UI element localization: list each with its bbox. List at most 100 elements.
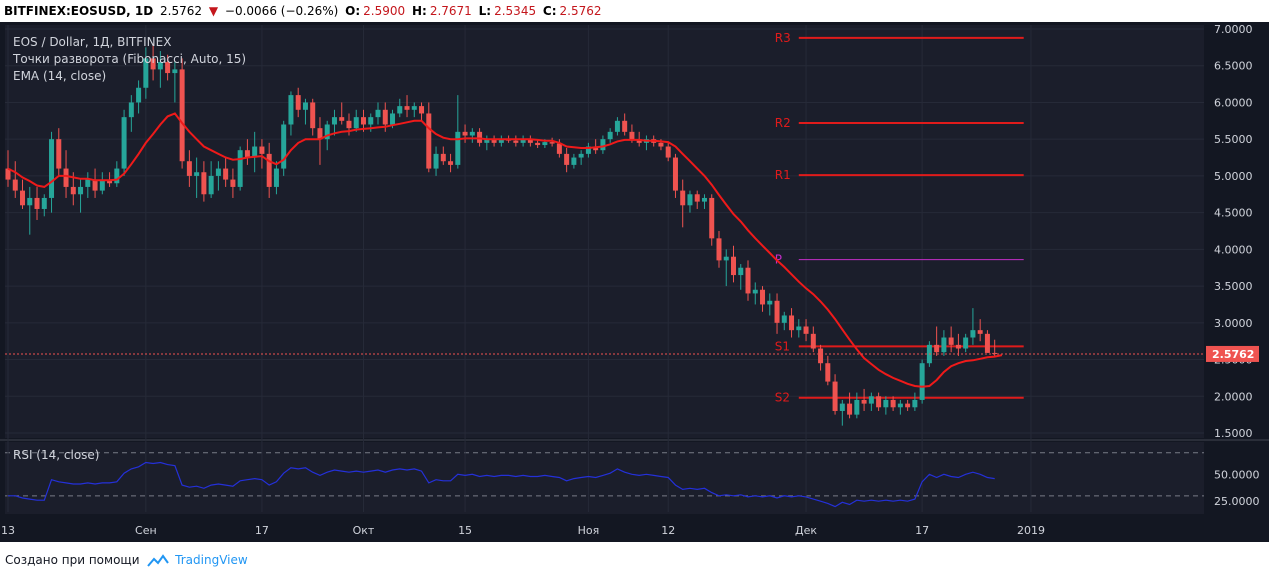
price-tick-label: 6.0000 <box>1214 96 1253 109</box>
candle-body <box>252 146 258 158</box>
candle-body <box>157 62 163 70</box>
candle-body <box>208 175 214 195</box>
candle-body <box>477 131 483 143</box>
candle-body <box>5 168 11 180</box>
footer: Создано при помощи TradingView <box>0 548 248 572</box>
candle-body <box>462 131 468 136</box>
rsi-line <box>8 461 995 508</box>
ema-line <box>7 112 1003 388</box>
low-label: L: <box>478 4 492 18</box>
candle-body <box>404 106 410 110</box>
candle-body <box>535 142 541 146</box>
time-tick-label: Ноя <box>578 524 600 537</box>
candle-body <box>781 315 787 323</box>
candle-body <box>636 139 642 143</box>
candle-body <box>585 146 591 154</box>
candle-body <box>266 153 272 187</box>
price-tick-label: 2.0000 <box>1214 390 1253 403</box>
legend-pivot-indicator[interactable]: Точки разворота (Fibonacci, Auto, 15) <box>12 52 246 66</box>
candle-body <box>56 139 62 169</box>
candle-body <box>273 168 279 187</box>
candle-body <box>346 120 352 129</box>
candle-body <box>513 140 519 143</box>
candle-body <box>179 69 185 162</box>
candle-body <box>970 330 976 338</box>
candle-body <box>767 300 773 305</box>
candle-body <box>186 161 192 176</box>
candle-body <box>861 399 867 404</box>
rsi-polyline <box>8 461 995 508</box>
candle-body <box>716 238 722 261</box>
candle-body <box>672 157 678 191</box>
rsi-pane[interactable] <box>5 442 1204 514</box>
high-value: 2.7671 <box>429 4 472 18</box>
candle-body <box>731 256 736 276</box>
price-tick-label: 4.0000 <box>1214 243 1253 256</box>
candle-body <box>20 190 26 206</box>
legend-symbol-title[interactable]: EOS / Dollar, 1Д, BITFINEX <box>13 35 171 49</box>
candle-body <box>259 146 265 154</box>
candle-body <box>912 399 918 408</box>
ema-polyline <box>7 112 1003 388</box>
candle-body <box>854 399 860 415</box>
candle-body <box>331 117 337 125</box>
tradingview-link[interactable]: TradingView <box>175 553 248 567</box>
price-chart[interactable]: 7.0000 6.5000 6.0000 5.5000 5.0000 4.5000 4.00… <box>0 22 1269 542</box>
symbol-name[interactable]: BITFINEX:EOSUSD, 1D <box>4 4 154 18</box>
pivot-points: R3 R2 R1 P S1 S2 <box>775 31 1024 405</box>
time-tick-label: Окт <box>353 524 375 537</box>
candle-body <box>803 326 809 334</box>
candle-body <box>244 150 250 158</box>
candle-body <box>760 289 766 305</box>
candle-body <box>237 150 243 187</box>
time-tick-label: 2019 <box>1017 524 1045 537</box>
candle-body <box>977 330 983 334</box>
time-tick-label: 15 <box>458 524 472 537</box>
candle-body <box>426 113 432 169</box>
candle-body <box>868 396 874 404</box>
candle-body <box>150 58 156 70</box>
candle-body <box>34 197 40 209</box>
pivot-label-s1: S1 <box>775 339 790 353</box>
main-pane[interactable] <box>5 25 1204 438</box>
candle-body <box>789 315 795 331</box>
candle-body <box>680 190 686 206</box>
candle-body <box>469 131 475 136</box>
candle-body <box>121 117 127 169</box>
last-price-tag <box>1206 345 1259 362</box>
candle-body <box>890 399 896 408</box>
legend-ema-indicator[interactable]: EMA (14, close) <box>13 69 106 83</box>
price-axis[interactable]: 7.0000 6.5000 6.0000 5.5000 5.0000 4.5000 4.00… <box>1214 23 1253 440</box>
candle-body <box>701 197 707 202</box>
time-tick-label: 13 <box>1 524 15 537</box>
candle-body <box>934 344 940 353</box>
candle-body <box>941 337 947 353</box>
rsi-title[interactable]: RSI (14, close) <box>13 448 99 462</box>
candle-body <box>593 146 599 151</box>
candle-body <box>491 139 497 143</box>
candle-body <box>963 337 969 349</box>
candle-body <box>92 179 98 191</box>
close-label: C: <box>542 4 557 18</box>
high-label: H: <box>411 4 427 18</box>
rsi-axis[interactable]: 50.0000 25.0000 <box>1214 468 1260 508</box>
candle-body <box>571 157 577 165</box>
price-change: −0.0066 (−0.26%) <box>224 4 339 18</box>
price-tick-label: 6.5000 <box>1214 60 1253 73</box>
change-down-icon: ▼ <box>208 4 219 18</box>
time-axis[interactable]: 13 Сен 17 Окт 15 Ноя 12 Дек 17 2019 <box>1 524 1045 537</box>
candle-body <box>564 153 570 165</box>
candle-body <box>12 179 18 191</box>
candle-body <box>774 300 780 323</box>
last-price-marker: 2.5762 <box>5 345 1259 362</box>
candle-body <box>70 186 76 195</box>
candle-body <box>752 289 758 294</box>
last-price: 2.5762 <box>160 4 203 18</box>
candle-body <box>629 131 635 140</box>
price-tick-label: 5.0000 <box>1214 170 1253 183</box>
candle-body <box>165 62 171 74</box>
candle-body <box>78 186 84 195</box>
tradingview-logo-icon[interactable] <box>147 553 170 568</box>
candle-body <box>542 142 548 146</box>
candle-body <box>63 168 69 187</box>
